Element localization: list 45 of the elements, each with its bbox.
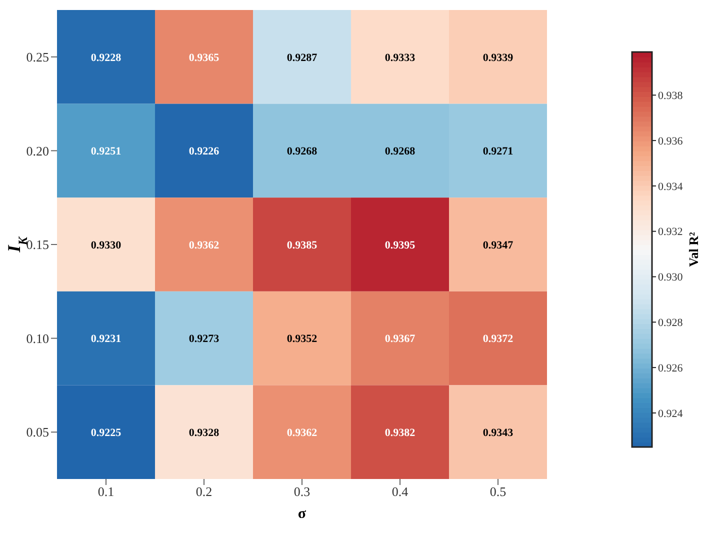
color-bar-label: 0.930 bbox=[658, 272, 684, 284]
x-tick-label: 0.1 bbox=[98, 484, 114, 500]
data-label: 0.9273 bbox=[188, 333, 220, 346]
data-label: 0.9352 bbox=[286, 333, 318, 346]
color-bar-label: 0.932 bbox=[658, 226, 683, 238]
y-tick-label: 0.05 bbox=[26, 424, 49, 440]
x-axis-title: σ bbox=[298, 506, 307, 522]
y-tick-label: 0.20 bbox=[26, 143, 49, 158]
color-bar-title: Val R² bbox=[686, 232, 701, 267]
x-tick-label: 0.2 bbox=[196, 484, 212, 500]
color-bar-label: 0.928 bbox=[658, 316, 684, 329]
data-label: 0.9231 bbox=[90, 333, 122, 346]
data-label: 0.9271 bbox=[482, 146, 514, 158]
data-label: 0.9367 bbox=[384, 333, 416, 346]
data-label: 0.9251 bbox=[90, 146, 122, 158]
data-label: 0.9365 bbox=[188, 52, 220, 64]
data-label: 0.9362 bbox=[286, 426, 318, 439]
y-tick-label: 0.15 bbox=[26, 237, 49, 252]
data-label: 0.9343 bbox=[482, 426, 514, 439]
data-label: 0.9330 bbox=[90, 239, 122, 252]
data-label: 0.9347 bbox=[482, 239, 514, 252]
y-tick-label: 0.10 bbox=[26, 330, 49, 346]
color-bar-label: 0.934 bbox=[658, 180, 684, 193]
color-bar-label: 0.936 bbox=[658, 135, 684, 148]
data-label: 0.9372 bbox=[482, 333, 514, 346]
data-label: 0.9268 bbox=[384, 146, 416, 158]
data-label: 0.9287 bbox=[286, 52, 318, 64]
data-label: 0.9385 bbox=[286, 239, 318, 252]
data-label: 0.9339 bbox=[482, 52, 514, 64]
data-label: 0.9226 bbox=[188, 146, 220, 158]
x-tick-label: 0.5 bbox=[490, 484, 506, 500]
x-tick-label: 0.3 bbox=[294, 484, 310, 500]
data-label: 0.9395 bbox=[384, 239, 416, 252]
data-label: 0.9362 bbox=[188, 239, 220, 252]
data-label: 0.9225 bbox=[90, 426, 122, 439]
data-label: 0.9328 bbox=[188, 426, 220, 439]
x-tick-label: 0.4 bbox=[392, 484, 409, 500]
data-label: 0.9333 bbox=[384, 52, 416, 64]
color-bar-label: 0.938 bbox=[658, 90, 684, 102]
data-label: 0.9382 bbox=[384, 426, 416, 439]
y-tick-label: 0.25 bbox=[26, 50, 49, 65]
data-label: 0.9228 bbox=[90, 52, 122, 64]
data-label: 0.9268 bbox=[286, 146, 318, 158]
color-bar-label: 0.926 bbox=[658, 362, 684, 374]
color-bar-label: 0.924 bbox=[658, 408, 684, 420]
